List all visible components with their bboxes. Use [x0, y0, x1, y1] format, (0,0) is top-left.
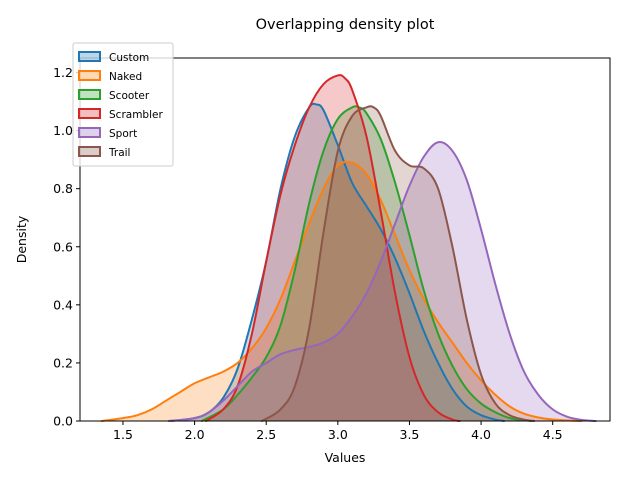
- legend: Custom Naked Scooter Scrambler Sport Trail: [72, 42, 174, 167]
- legend-swatch-scrambler: [78, 108, 101, 119]
- chart-title: Overlapping density plot: [256, 17, 435, 33]
- x-tick-label: 4.5: [543, 427, 563, 442]
- y-tick-label: 1.0: [53, 123, 73, 138]
- legend-swatch-trail: [78, 146, 101, 157]
- legend-swatch-custom: [78, 51, 101, 62]
- density-line-naked: [100, 160, 583, 422]
- density-areas: [101, 75, 596, 421]
- density-line-scooter: [200, 105, 533, 422]
- density-area-sport: [168, 142, 596, 421]
- density-lines: [100, 74, 597, 422]
- y-tick-label: 0.4: [53, 297, 73, 312]
- x-axis: 1.5 2.0 2.5 3.0 3.5 4.0 4.5: [113, 421, 563, 442]
- legend-box: [72, 42, 174, 167]
- y-axis: 0.0 0.2 0.4 0.6 0.8 1.0 1.2: [53, 65, 80, 429]
- x-tick-label: 3.0: [328, 427, 348, 442]
- legend-label-custom: Custom: [109, 52, 149, 64]
- legend-label-sport: Sport: [109, 128, 137, 140]
- y-tick-label: 0.6: [53, 239, 73, 254]
- x-tick-label: 1.5: [113, 427, 133, 442]
- plot-frame: [79, 57, 611, 422]
- x-tick-label: 2.0: [185, 427, 205, 442]
- x-tick-label: 4.0: [471, 427, 491, 442]
- legend-swatch-naked: [78, 70, 101, 81]
- legend-label-scrambler: Scrambler: [109, 109, 163, 121]
- y-tick-label: 0.2: [53, 355, 73, 370]
- legend-label-naked: Naked: [109, 71, 142, 83]
- y-axis-title: Density: [14, 215, 29, 263]
- density-line-sport: [167, 141, 597, 422]
- y-tick-label: 0.8: [53, 181, 73, 196]
- y-tick-label: 1.2: [53, 65, 73, 80]
- x-tick-label: 3.5: [400, 427, 420, 442]
- density-area-scrambler: [206, 75, 460, 421]
- density-line-scrambler: [205, 74, 461, 422]
- density-area-scooter: [201, 106, 532, 421]
- legend-label-trail: Trail: [108, 147, 130, 159]
- y-tick-label: 0.0: [53, 414, 73, 429]
- density-line-custom: [170, 102, 505, 422]
- legend-swatch-sport: [78, 127, 101, 138]
- legend-label-scooter: Scooter: [109, 90, 150, 102]
- density-area-custom: [171, 103, 504, 421]
- legend-swatch-scooter: [78, 89, 101, 100]
- density-line-trail: [260, 105, 536, 422]
- x-axis-title: Values: [325, 450, 366, 465]
- x-tick-label: 2.5: [256, 427, 276, 442]
